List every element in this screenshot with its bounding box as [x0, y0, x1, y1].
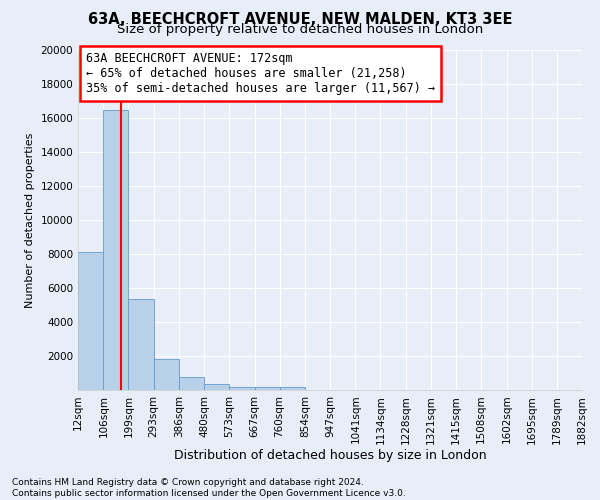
Bar: [128, 299, 154, 390]
Bar: [229, 386, 254, 390]
Bar: [78, 252, 103, 390]
Text: Contains HM Land Registry data © Crown copyright and database right 2024.
Contai: Contains HM Land Registry data © Crown c…: [12, 478, 406, 498]
Y-axis label: Number of detached properties: Number of detached properties: [25, 132, 35, 308]
Bar: [254, 388, 280, 390]
Text: 63A BEECHCROFT AVENUE: 172sqm
← 65% of detached houses are smaller (21,258)
35% : 63A BEECHCROFT AVENUE: 172sqm ← 65% of d…: [86, 52, 434, 94]
Bar: [280, 388, 305, 390]
Text: 63A, BEECHCROFT AVENUE, NEW MALDEN, KT3 3EE: 63A, BEECHCROFT AVENUE, NEW MALDEN, KT3 …: [88, 12, 512, 28]
Bar: [154, 358, 179, 390]
X-axis label: Distribution of detached houses by size in London: Distribution of detached houses by size …: [173, 449, 487, 462]
Bar: [204, 384, 229, 390]
Bar: [103, 110, 128, 390]
Text: Size of property relative to detached houses in London: Size of property relative to detached ho…: [117, 22, 483, 36]
Bar: [179, 378, 204, 390]
